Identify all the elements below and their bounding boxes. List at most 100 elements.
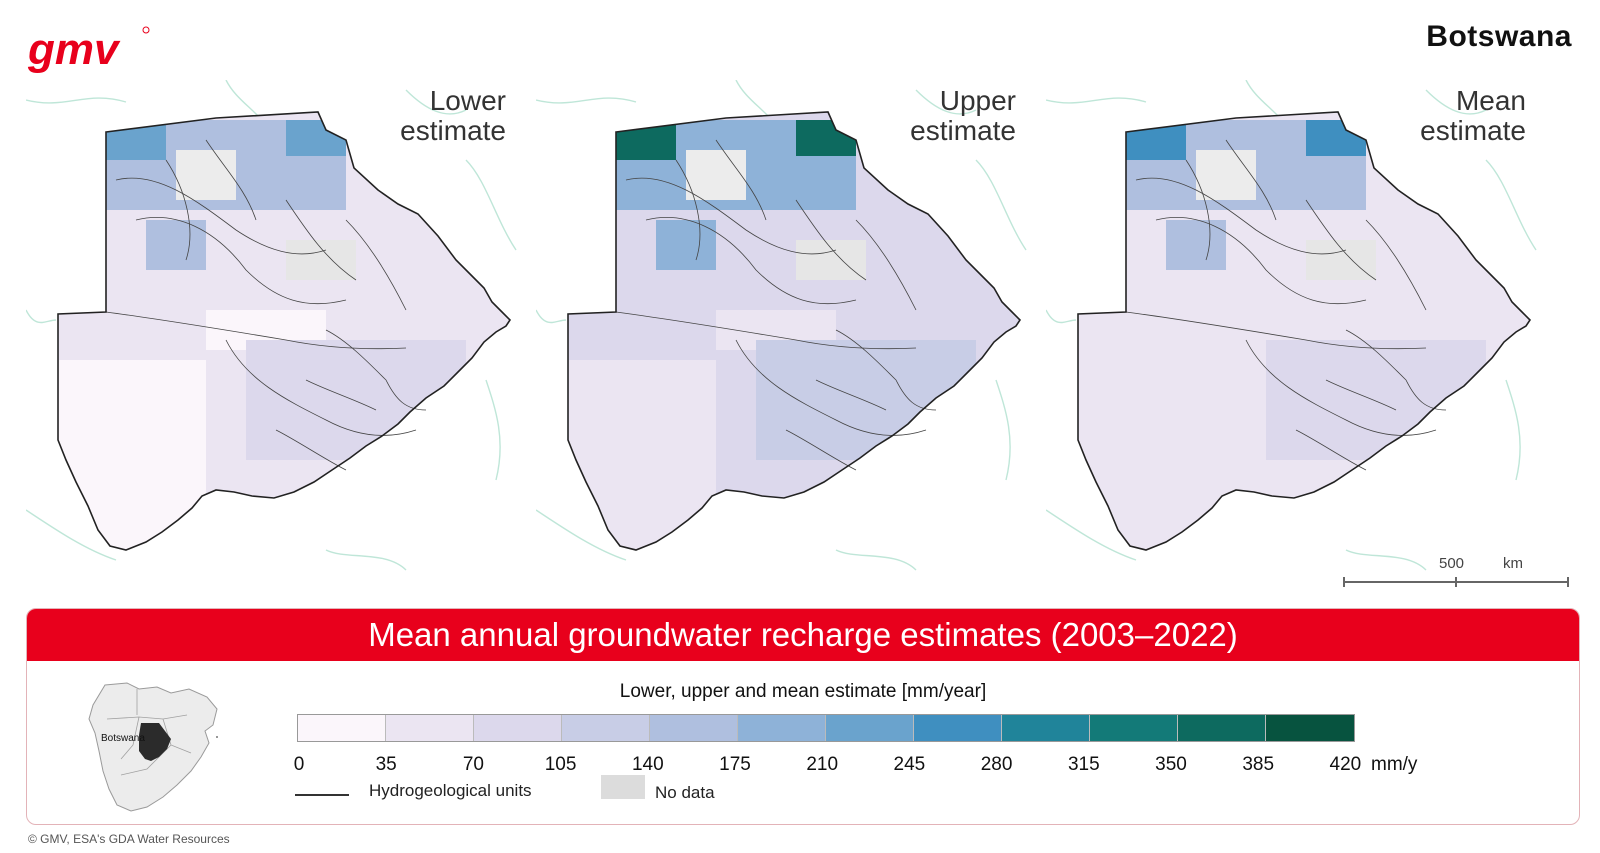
hydrogeological-unit-line <box>615 311 917 350</box>
color-scale-cell <box>562 715 650 741</box>
legend-line-swatch <box>295 794 349 796</box>
nodata-zone-delta <box>176 150 236 200</box>
river-line <box>26 80 517 571</box>
color-scale-cell <box>826 715 914 741</box>
color-scale-bar <box>297 714 1355 742</box>
scale-bar-mid-tick <box>1455 577 1457 587</box>
color-scale-cell <box>1090 715 1178 741</box>
panel-label-upper: Upper estimate <box>910 85 1016 146</box>
hydrogeological-unit-line <box>165 139 257 261</box>
hydrogeological-unit-line <box>1305 199 1427 311</box>
recharge-zone-southwest <box>58 360 206 550</box>
color-scale-tick-label: 105 <box>544 754 577 775</box>
hydrogeological-unit-line <box>1345 329 1447 411</box>
recharge-zone-northeast-high <box>286 120 346 156</box>
botswana-map-mean <box>1046 80 1537 571</box>
color-scale-tick-label: 0 <box>293 754 305 775</box>
recharge-zone-central <box>1266 340 1486 460</box>
copyright-text: © GMV, ESA's GDA Water Resources <box>28 832 230 846</box>
legend-title: Mean annual groundwater recharge estimat… <box>27 609 1579 661</box>
color-scale-tick-label: 315 <box>1067 754 1100 775</box>
hydrogeological-unit-line <box>105 311 407 350</box>
nodata-zone-delta <box>1196 150 1256 200</box>
hydrogeological-unit-line <box>1125 311 1427 350</box>
legend-nodata-swatch <box>601 775 645 799</box>
color-scale-tick-label: 70 <box>462 754 484 775</box>
hydrogeological-unit-line <box>1185 139 1277 261</box>
scale-bar-unit: km <box>1503 555 1523 572</box>
river-line <box>1046 80 1537 571</box>
hydrogeological-unit-line <box>795 199 917 311</box>
gmv-logo: gmv <box>27 25 150 74</box>
color-scale-tick-label: 140 <box>631 754 664 775</box>
inset-country-label: Botswana <box>101 733 145 744</box>
color-scale-cell <box>298 715 386 741</box>
hydrogeological-unit-line <box>835 329 937 411</box>
hydrogeological-unit-line <box>135 217 347 305</box>
scale-bar-value: 500 <box>1439 555 1465 572</box>
color-scale-cell <box>738 715 826 741</box>
recharge-zone-central <box>246 340 466 460</box>
country-outline <box>1077 111 1532 551</box>
color-scale-cell <box>474 715 562 741</box>
hydrogeological-unit-line <box>1295 379 1397 471</box>
recharge-zone-southwest <box>568 360 716 550</box>
svg-text:gmv: gmv <box>27 25 121 74</box>
color-scale-cell <box>1002 715 1090 741</box>
color-scale-cell <box>914 715 1002 741</box>
hydrogeological-unit-line <box>1245 339 1437 436</box>
color-scale-cell <box>386 715 474 741</box>
map-panel-lower: Lower estimate <box>26 80 536 588</box>
color-scale-cell <box>1266 715 1354 741</box>
country-outline <box>567 111 1022 551</box>
hydrogeological-unit-line <box>275 379 377 471</box>
recharge-zone-delta <box>146 220 206 270</box>
recharge-raster <box>568 112 1020 550</box>
map-panel-upper: Upper estimate <box>536 80 1046 588</box>
panel-label-mean: Mean estimate <box>1420 85 1526 146</box>
nodata-zone-delta <box>686 150 746 200</box>
hydrogeological-unit-line <box>1135 177 1347 255</box>
color-scale-tick-label: 245 <box>893 754 926 775</box>
nodata-zone-pans <box>1306 240 1376 280</box>
recharge-raster <box>1078 112 1530 550</box>
legend-subtitle: Lower, upper and mean estimate [mm/year] <box>619 681 987 702</box>
hydrogeological-unit-line <box>115 177 327 255</box>
hydrogeological-unit-line <box>1155 217 1367 305</box>
country-outline <box>57 111 512 551</box>
legend-nodata-label: No data <box>655 783 715 802</box>
recharge-zone-northeast-high <box>1306 120 1366 156</box>
recharge-zone-delta <box>656 220 716 270</box>
color-scale-tick-label: 210 <box>806 754 839 775</box>
river-line <box>536 80 1027 571</box>
recharge-zone-delta <box>1166 220 1226 270</box>
nodata-zone-pans <box>796 240 866 280</box>
hydrogeological-unit-line <box>225 339 417 436</box>
color-scale-tick-label: 385 <box>1242 754 1275 775</box>
panel-label-lower: Lower estimate <box>400 85 506 146</box>
recharge-zone-southwest <box>1078 360 1226 550</box>
nodata-zone-pans <box>286 240 356 280</box>
hydrogeological-unit-line <box>325 329 427 411</box>
color-scale-tick-label: 35 <box>375 754 397 775</box>
color-scale-unit: mm/y <box>1371 754 1418 775</box>
recharge-zone-central <box>756 340 976 460</box>
locator-inset-map: Botswana <box>88 682 218 812</box>
botswana-map-lower <box>26 80 517 571</box>
legend-box: Mean annual groundwater recharge estimat… <box>26 608 1580 825</box>
hydrogeological-unit-line <box>625 177 837 255</box>
hydrogeological-unit-line <box>645 217 857 305</box>
color-scale-tick-label: 350 <box>1155 754 1187 775</box>
hydrogeological-unit-line <box>785 379 887 471</box>
hydrogeological-unit-line <box>735 339 927 436</box>
color-scale-cell <box>1178 715 1266 741</box>
hydrogeological-unit-line <box>285 199 407 311</box>
map-panel-mean: Mean estimate <box>1046 80 1556 588</box>
color-scale-tick-label: 420 <box>1329 754 1362 775</box>
hydrogeological-unit-line <box>675 139 767 261</box>
color-scale-tick-label: 175 <box>719 754 751 775</box>
color-scale-tick-label: 280 <box>980 754 1013 775</box>
legend-line-label: Hydrogeological units <box>369 781 532 800</box>
recharge-zone-northeast-high <box>796 120 856 156</box>
color-scale-cell <box>650 715 738 741</box>
